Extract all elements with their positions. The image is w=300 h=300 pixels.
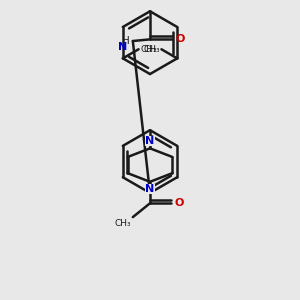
Text: N: N <box>118 42 127 52</box>
Text: CH₃: CH₃ <box>115 219 131 228</box>
Text: N: N <box>146 184 154 194</box>
Text: O: O <box>175 34 184 44</box>
Text: H: H <box>122 36 130 46</box>
Text: CH₃: CH₃ <box>143 45 160 54</box>
Text: CH₃: CH₃ <box>140 45 157 54</box>
Text: N: N <box>146 136 154 146</box>
Text: O: O <box>174 198 184 208</box>
